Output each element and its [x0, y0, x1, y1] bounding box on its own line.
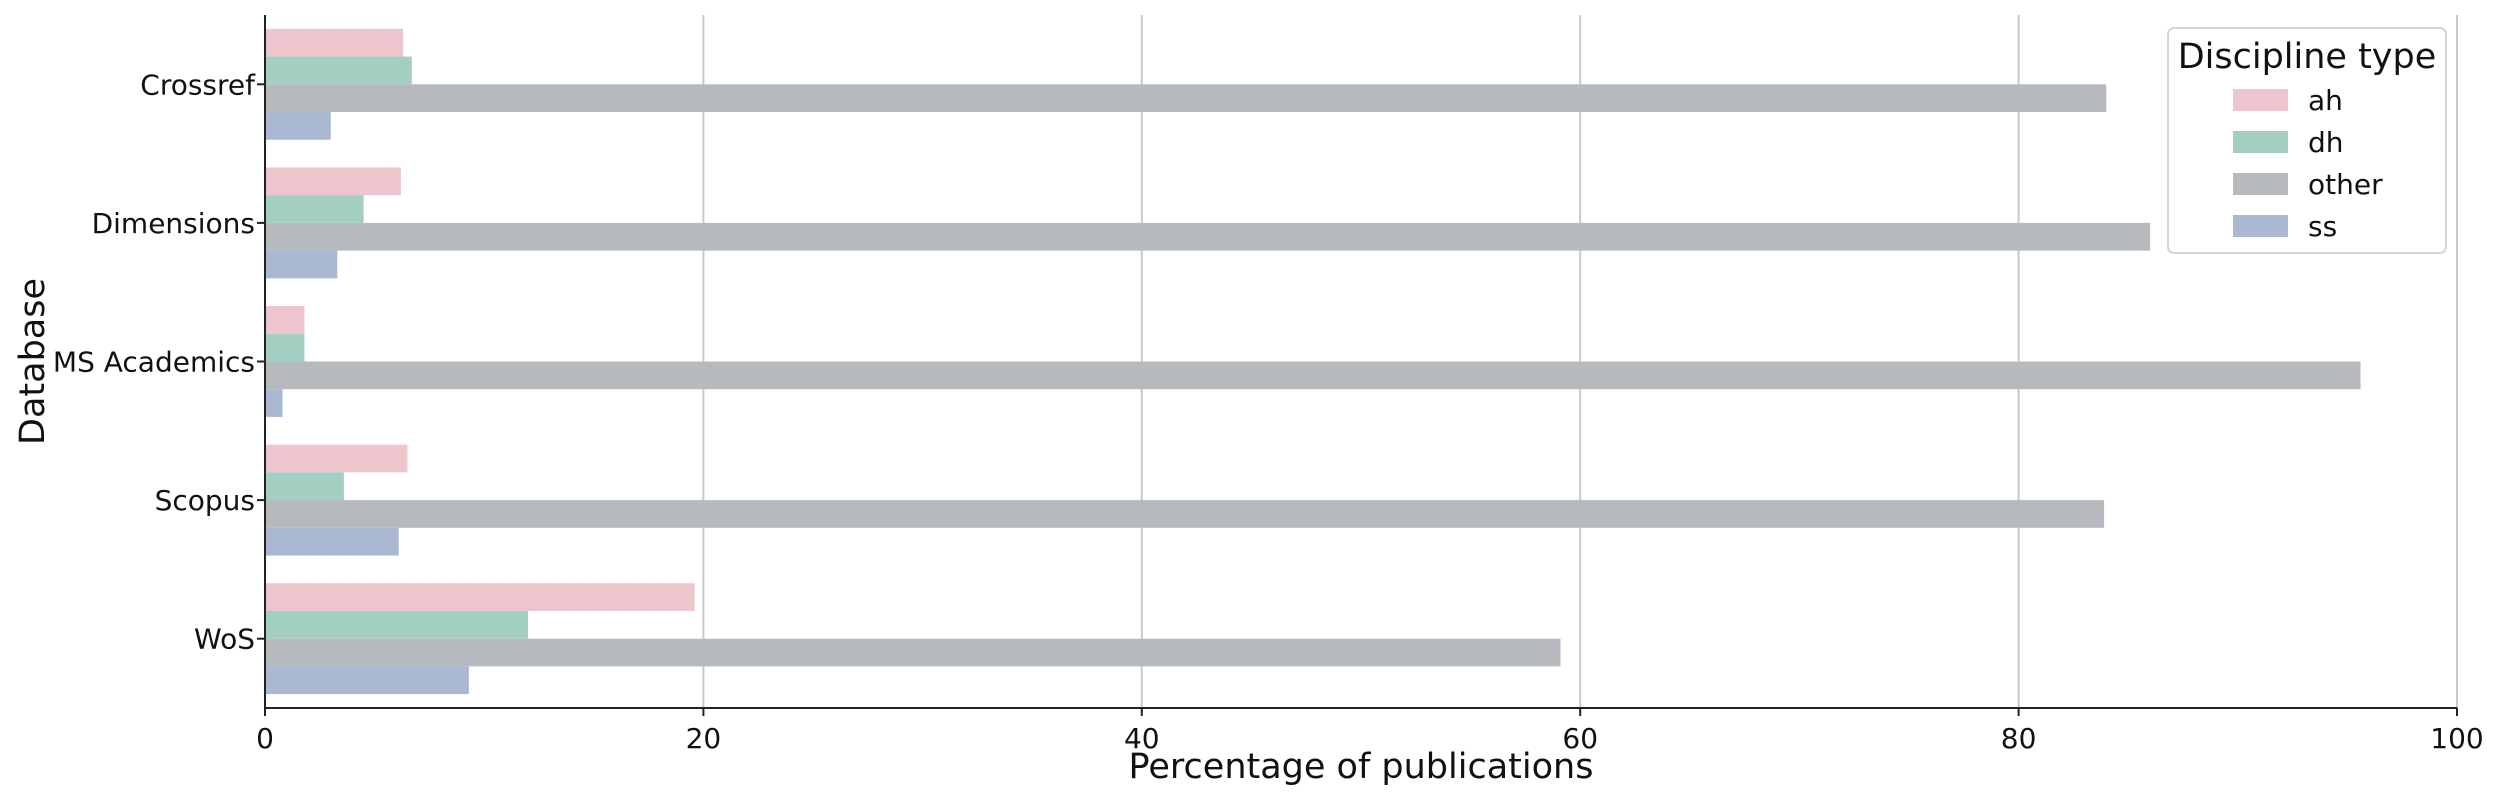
legend-title: Discipline type — [2178, 37, 2437, 77]
bar-dh-crossref — [265, 56, 412, 85]
bar-ah-ms-academics — [265, 306, 305, 334]
bar-other-crossref — [265, 84, 2107, 113]
legend-swatch-dh — [2233, 131, 2288, 153]
legend-swatch-ss — [2233, 215, 2288, 237]
bar-ss-ms-academics — [265, 389, 283, 417]
y-axis-title: Database — [13, 278, 53, 445]
bars — [265, 28, 2361, 695]
x-tick-label: 0 — [256, 722, 274, 755]
bar-other-wos — [265, 638, 1561, 667]
bar-ss-scopus — [265, 527, 399, 556]
x-axis-title: Percentage of publications — [1129, 747, 1594, 787]
y-tick-label: WoS — [194, 623, 255, 656]
bar-ah-dimensions — [265, 167, 401, 196]
bar-dh-ms-academics — [265, 333, 305, 362]
bar-ss-dimensions — [265, 250, 338, 279]
bar-dh-dimensions — [265, 195, 364, 223]
y-tick-label: Dimensions — [92, 207, 255, 240]
legend-swatch-ah — [2233, 89, 2288, 111]
bar-ah-wos — [265, 583, 695, 611]
legend-label-ss: ss — [2308, 210, 2337, 243]
legend-items: ah dh other ss — [2233, 84, 2383, 243]
bar-ah-crossref — [265, 28, 404, 57]
bar-ss-wos — [265, 666, 469, 695]
bar-ah-scopus — [265, 444, 408, 473]
x-tick-label: 80 — [2001, 722, 2037, 755]
x-tick-label: 40 — [1124, 722, 1160, 755]
y-tick-label: MS Academics — [53, 346, 255, 379]
bar-dh-wos — [265, 610, 529, 639]
x-tick-label: 60 — [1562, 722, 1598, 755]
legend: Discipline type ah dh other ss — [2167, 27, 2447, 254]
bar-ss-crossref — [265, 112, 331, 140]
legend-label-other: other — [2308, 168, 2383, 201]
legend-box — [2167, 27, 2447, 254]
x-ticks: 0 20 40 60 80 100 — [256, 708, 2484, 755]
legend-label-dh: dh — [2308, 126, 2344, 159]
bar-other-ms-academics — [265, 361, 2361, 390]
y-ticks: Crossref Dimensions MS Academics Scopus WoS — [53, 68, 265, 656]
legend-label-ah: ah — [2308, 84, 2343, 117]
bar-dh-scopus — [265, 472, 344, 501]
bar-other-scopus — [265, 500, 2105, 528]
bar-other-dimensions — [265, 222, 2151, 251]
y-tick-label: Scopus — [155, 484, 255, 517]
y-tick-label: Crossref — [140, 68, 256, 101]
legend-swatch-other — [2233, 173, 2288, 195]
x-tick-label: 100 — [2430, 722, 2483, 755]
x-tick-label: 20 — [686, 722, 722, 755]
